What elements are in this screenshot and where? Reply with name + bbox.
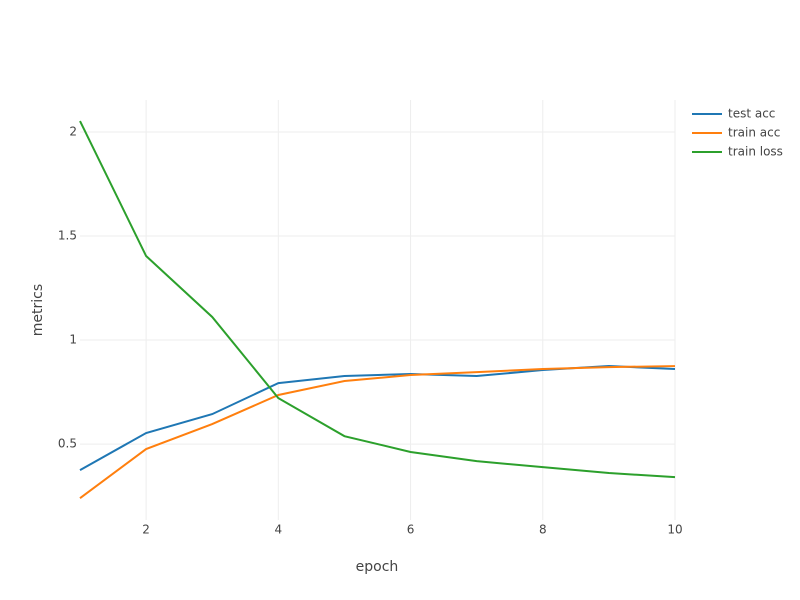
x-tick-label: 10 xyxy=(667,523,682,537)
line xyxy=(79,120,676,479)
line xyxy=(79,365,676,499)
legend-label: train loss xyxy=(728,145,783,159)
legend-label: test acc xyxy=(728,107,775,121)
x-tick-label: 8 xyxy=(539,523,547,537)
legend-label: train acc xyxy=(728,126,780,140)
x-tick-label: 6 xyxy=(407,523,415,537)
x-tick-label: 2 xyxy=(142,523,150,537)
y-tick-label: 2 xyxy=(69,125,77,139)
y-tick-label: 0.5 xyxy=(58,437,77,451)
line xyxy=(79,365,676,471)
x-axis-title: epoch xyxy=(356,559,399,575)
y-axis-title: metrics xyxy=(30,284,46,336)
y-tick-label: 1.5 xyxy=(58,229,77,243)
x-tick-label: 4 xyxy=(275,523,283,537)
y-tick-label: 1 xyxy=(69,333,77,347)
